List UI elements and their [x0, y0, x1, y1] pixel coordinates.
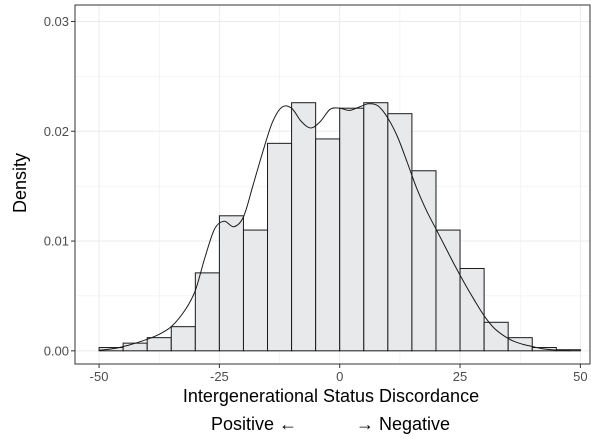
x-axis-title: Intergenerational Status Discordance	[183, 386, 479, 406]
histogram-bar-17	[507, 337, 533, 352]
panel-border	[74, 4, 591, 365]
histogram-bar-12	[387, 113, 413, 352]
histogram-bar-13	[411, 170, 437, 352]
x-tick-label-3: 25	[453, 369, 467, 384]
histogram-bar-8	[291, 102, 317, 352]
negative-direction-label: → Negative	[356, 414, 450, 434]
x-tick-label-2: 0	[336, 369, 343, 384]
y-tick-label-2: 0.02	[44, 124, 69, 139]
histogram-bar-6	[242, 229, 269, 352]
histogram-bar-10	[339, 107, 365, 352]
histogram-bar-9	[315, 138, 341, 352]
histogram-bar-5	[218, 215, 244, 352]
density-curve	[99, 103, 571, 352]
histogram-bar-7	[267, 142, 293, 352]
y-tick-label-3: 0.03	[44, 14, 69, 29]
x-tick-label-0: -50	[90, 369, 109, 384]
histogram-bar-11	[363, 102, 389, 352]
y-tick-label-0: 0.00	[44, 343, 69, 358]
axis-ticks: -50 -25 0 25 50 0.00 0.01 0.02 0.03	[44, 14, 588, 384]
positive-direction-label: Positive ←	[211, 414, 297, 434]
x-tick-label-4: 50	[573, 369, 587, 384]
histogram-bar-14	[435, 229, 461, 352]
y-tick-label-1: 0.01	[44, 234, 69, 249]
histogram-bar-1	[122, 342, 148, 352]
histogram-bar-3	[170, 326, 196, 352]
histogram-bar-4	[194, 272, 220, 352]
histogram-bar-2	[146, 337, 172, 352]
histogram-bars	[98, 102, 581, 352]
x-tick-label-1: -25	[210, 369, 229, 384]
y-axis-title: Density	[10, 153, 30, 213]
